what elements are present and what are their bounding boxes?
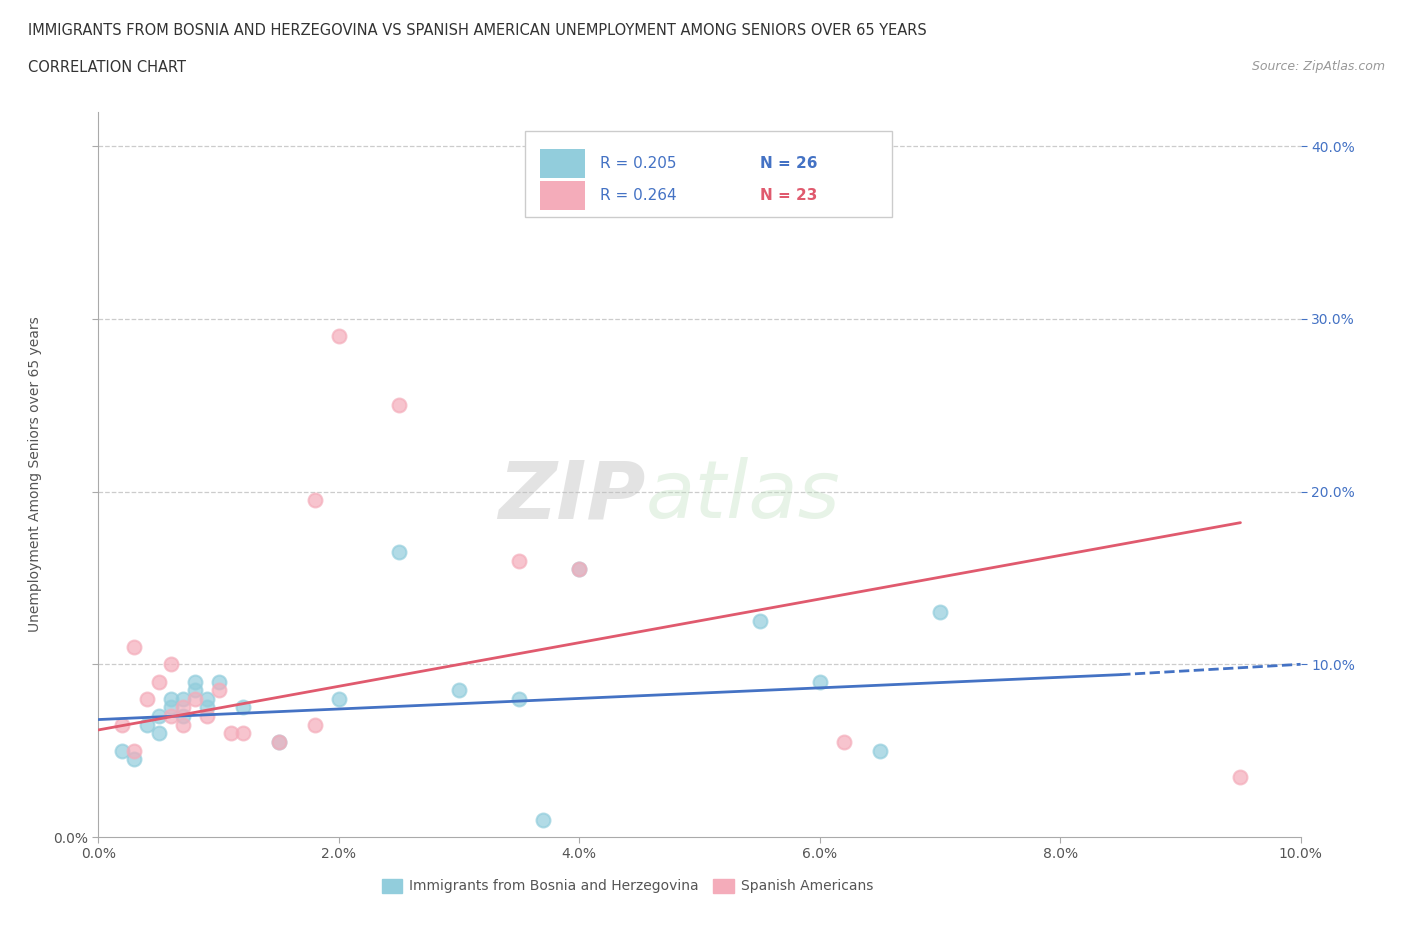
Text: IMMIGRANTS FROM BOSNIA AND HERZEGOVINA VS SPANISH AMERICAN UNEMPLOYMENT AMONG SE: IMMIGRANTS FROM BOSNIA AND HERZEGOVINA V… <box>28 23 927 38</box>
Point <box>328 691 350 706</box>
Point <box>159 657 181 671</box>
Point <box>508 691 530 706</box>
Text: R = 0.205: R = 0.205 <box>600 156 676 171</box>
Point <box>183 683 205 698</box>
Point <box>388 398 411 413</box>
Point <box>929 605 952 620</box>
Text: R = 0.264: R = 0.264 <box>600 188 676 203</box>
Point <box>508 553 530 568</box>
Point <box>148 709 170 724</box>
Point <box>111 717 134 732</box>
Point <box>531 812 554 827</box>
Point <box>124 743 146 758</box>
Point <box>232 726 254 741</box>
Point <box>159 709 181 724</box>
Point <box>304 717 326 732</box>
Point <box>183 674 205 689</box>
Point <box>748 614 770 629</box>
Point <box>232 700 254 715</box>
Point <box>832 735 855 750</box>
Text: N = 23: N = 23 <box>759 188 817 203</box>
Point <box>1229 769 1251 784</box>
Text: Source: ZipAtlas.com: Source: ZipAtlas.com <box>1251 60 1385 73</box>
Point <box>124 751 146 766</box>
Point <box>328 328 350 343</box>
Point <box>172 709 194 724</box>
Text: ZIP: ZIP <box>498 457 645 535</box>
Bar <box>540 180 585 210</box>
Point <box>183 691 205 706</box>
Y-axis label: Unemployment Among Seniors over 65 years: Unemployment Among Seniors over 65 years <box>28 316 42 632</box>
Text: atlas: atlas <box>645 457 841 535</box>
Point <box>172 717 194 732</box>
Point <box>148 674 170 689</box>
Point <box>172 691 194 706</box>
Point <box>124 640 146 655</box>
Bar <box>540 149 585 179</box>
Point <box>159 700 181 715</box>
Text: N = 26: N = 26 <box>759 156 817 171</box>
Point <box>568 562 591 577</box>
Legend: Immigrants from Bosnia and Herzegovina, Spanish Americans: Immigrants from Bosnia and Herzegovina, … <box>375 873 879 899</box>
Point <box>195 691 218 706</box>
Point <box>568 562 591 577</box>
Point <box>111 743 134 758</box>
Point <box>808 674 831 689</box>
FancyBboxPatch shape <box>526 131 891 217</box>
Point <box>148 726 170 741</box>
Point <box>219 726 242 741</box>
Point <box>172 700 194 715</box>
Point <box>195 709 218 724</box>
Point <box>304 493 326 508</box>
Point <box>447 683 470 698</box>
Point <box>267 735 290 750</box>
Point <box>869 743 891 758</box>
Point <box>267 735 290 750</box>
Point <box>159 691 181 706</box>
Point <box>135 717 157 732</box>
Point <box>208 683 231 698</box>
Text: CORRELATION CHART: CORRELATION CHART <box>28 60 186 75</box>
Point <box>388 545 411 560</box>
Point <box>195 700 218 715</box>
Point <box>135 691 157 706</box>
Point <box>208 674 231 689</box>
